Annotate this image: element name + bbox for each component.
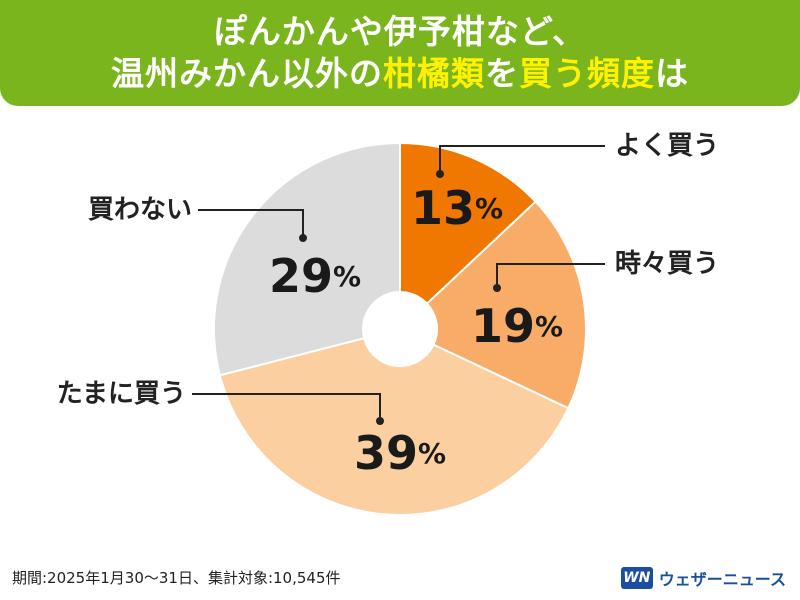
pie-slice — [399, 141, 538, 306]
leader-dot — [436, 170, 444, 178]
pie-slice — [213, 141, 401, 377]
slice-category-label: たまに買う — [57, 379, 186, 409]
slice-category-label: 買わない — [88, 195, 192, 225]
leader-line — [496, 263, 605, 288]
leader-dot — [493, 284, 501, 292]
title-highlight-frequency: 買う頻度 — [519, 54, 655, 93]
title-part: 温州みかん以外の — [111, 54, 383, 93]
slice-value-label: 29% — [269, 249, 361, 303]
brand-mark-icon: WN — [620, 567, 653, 589]
brand-name: ウェザーニュース — [658, 570, 786, 589]
title-highlight-citrus: 柑橘類 — [383, 54, 485, 93]
title-line-2: 温州みかん以外の柑橘類を買う頻度は — [111, 53, 689, 95]
leader-dot — [376, 417, 384, 425]
title-line-1: ぽんかんや伊予柑など、 — [213, 12, 587, 51]
brand-logo: WN ウェザーニュース — [620, 566, 786, 590]
chart-area: よく買う 13% 時々買う 19% たまに買う 39% 買わない 29% — [0, 106, 800, 556]
pie-slice — [425, 200, 587, 410]
slice-value-label: 13% — [411, 181, 503, 235]
slice-category-label: 時々買う — [615, 249, 719, 279]
leader-dot — [299, 234, 307, 242]
slice-category-label: よく買う — [615, 131, 719, 161]
leader-line — [198, 209, 304, 238]
donut-chart: よく買う 13% 時々買う 19% たまに買う 39% 買わない 29% — [57, 131, 719, 516]
title-part: は — [655, 54, 689, 93]
leader-line — [192, 393, 381, 421]
slice-value-label: 39% — [354, 426, 446, 480]
title-banner: ぽんかんや伊予柑など、 温州みかん以外の柑橘類を買う頻度は — [0, 0, 800, 106]
leader-line — [439, 145, 605, 174]
pie-slice — [218, 336, 570, 516]
survey-note: 期間:2025年1月30〜31日、集計対象:10,545件 — [12, 569, 341, 587]
title-part: を — [485, 54, 519, 93]
slice-value-label: 19% — [471, 299, 563, 353]
